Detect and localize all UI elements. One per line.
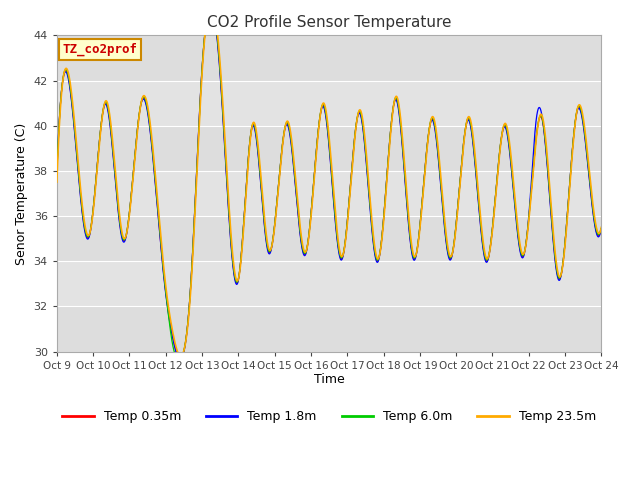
- Y-axis label: Senor Temperature (C): Senor Temperature (C): [15, 122, 28, 264]
- Legend: Temp 0.35m, Temp 1.8m, Temp 6.0m, Temp 23.5m: Temp 0.35m, Temp 1.8m, Temp 6.0m, Temp 2…: [58, 405, 601, 428]
- Bar: [57, 306, 602, 351]
- Bar: [57, 261, 602, 306]
- Bar: [57, 126, 602, 171]
- Bar: [57, 171, 602, 216]
- X-axis label: Time: Time: [314, 373, 344, 386]
- Bar: [57, 81, 602, 126]
- Text: TZ_co2prof: TZ_co2prof: [62, 43, 137, 56]
- Bar: [57, 36, 602, 81]
- Title: CO2 Profile Sensor Temperature: CO2 Profile Sensor Temperature: [207, 15, 451, 30]
- Bar: [57, 216, 602, 261]
